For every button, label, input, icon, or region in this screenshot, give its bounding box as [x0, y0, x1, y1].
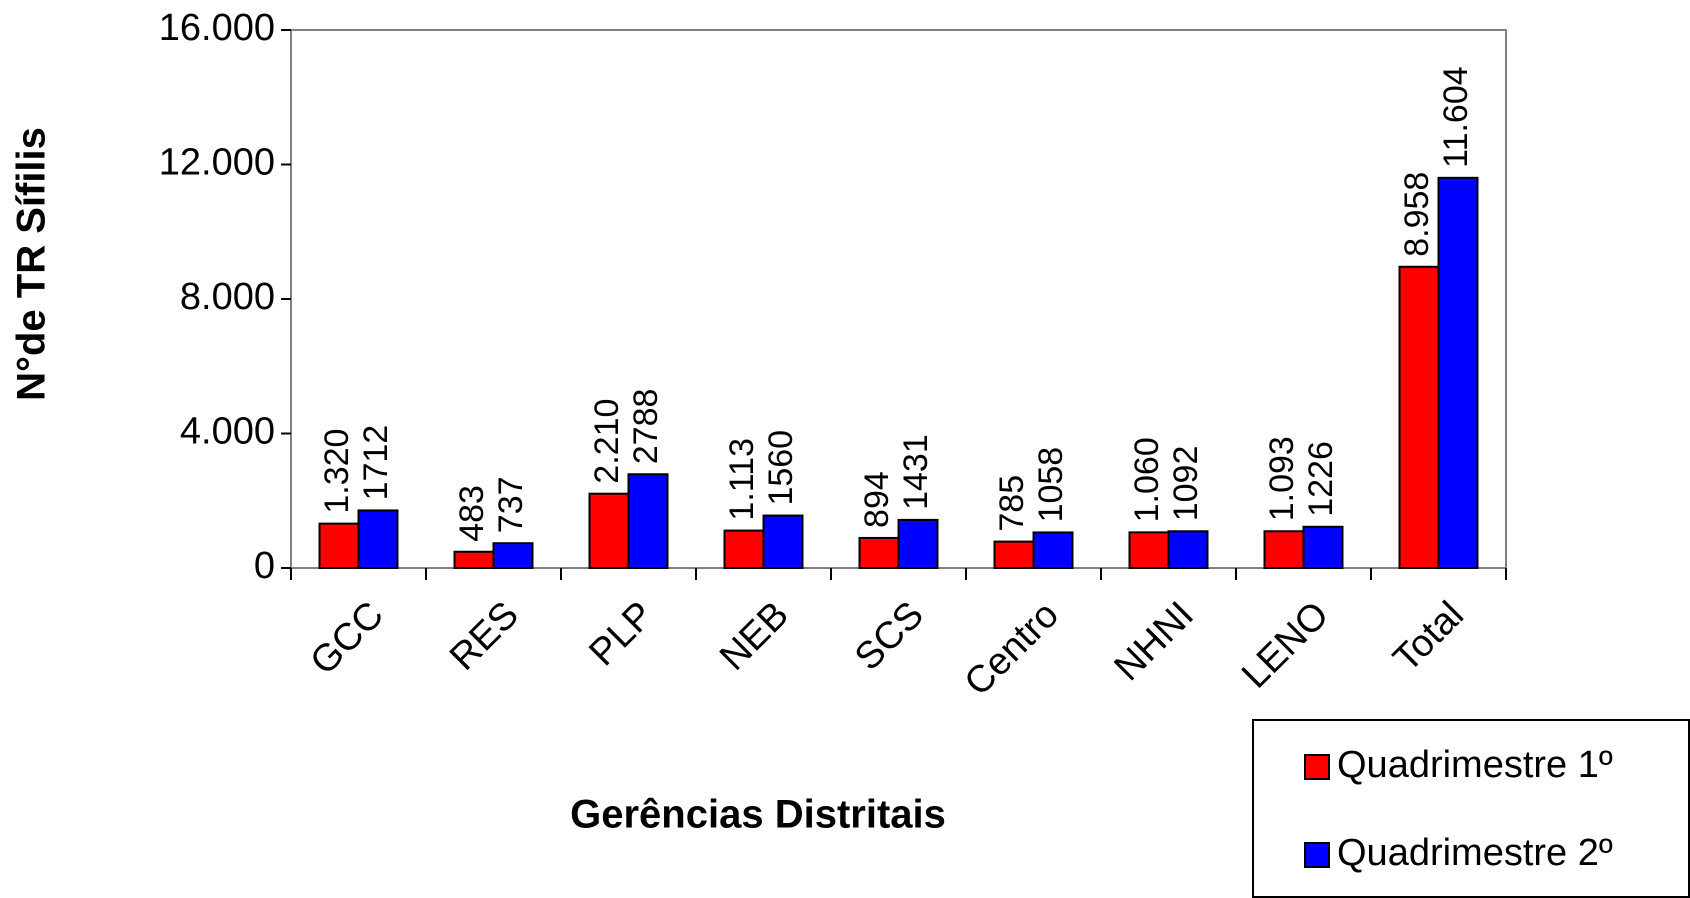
y-tick-label: 12.000 [159, 142, 275, 184]
data-label: 1712 [357, 425, 395, 501]
x-tick-label: LENO [1234, 594, 1337, 697]
data-label: 1.113 [723, 438, 761, 521]
x-tick-label: SCS [847, 594, 932, 679]
x-tick-label: NEB [712, 594, 797, 679]
y-tick-label: 16.000 [159, 7, 275, 49]
data-label: 1226 [1302, 441, 1340, 517]
bar [1302, 525, 1344, 570]
bar [1437, 176, 1479, 570]
bar [1032, 531, 1074, 569]
data-label: 8.958 [1398, 172, 1436, 257]
data-label: 894 [858, 471, 896, 528]
bar [858, 536, 900, 570]
bar [1167, 530, 1209, 569]
x-tick-label: NHNI [1107, 594, 1202, 689]
bar [1398, 265, 1440, 569]
y-tick-label: 8.000 [180, 276, 275, 318]
data-label: 483 [453, 485, 491, 542]
data-label: 1058 [1032, 447, 1070, 523]
x-axis-label: Gerências Distritais [570, 793, 946, 837]
data-label: 737 [492, 476, 530, 533]
bar [492, 542, 534, 570]
data-label: 2788 [627, 389, 665, 465]
y-axis-label: N°de TR Sífilis [10, 127, 54, 401]
bar [762, 514, 804, 569]
data-label: 1.060 [1128, 437, 1166, 522]
x-tick-label: GCC [303, 594, 392, 683]
data-label: 1092 [1167, 446, 1205, 522]
legend-swatch [1304, 754, 1330, 780]
bar [897, 518, 939, 570]
x-tick-label: Total [1385, 594, 1471, 680]
bar [627, 473, 669, 570]
x-tick-label: RES [442, 594, 527, 679]
data-label: 785 [993, 475, 1031, 532]
x-tick-label: Centro [957, 594, 1067, 704]
legend-label: Quadrimestre 2º [1337, 832, 1613, 874]
bar [1128, 531, 1170, 569]
legend-swatch [1304, 842, 1330, 868]
bar [723, 529, 765, 570]
bar [453, 550, 495, 570]
bar [993, 540, 1035, 569]
data-label: 2.210 [588, 399, 626, 484]
bar [357, 509, 399, 569]
y-tick-label: 0 [254, 545, 275, 587]
data-label: 11.604 [1437, 66, 1475, 167]
x-tick-label: PLP [581, 594, 661, 674]
legend-label: Quadrimestre 1º [1337, 744, 1613, 786]
data-label: 1.093 [1263, 436, 1301, 521]
bar [318, 522, 360, 569]
data-label: 1560 [762, 430, 800, 506]
y-tick-label: 4.000 [180, 411, 275, 453]
data-label: 1431 [897, 434, 935, 510]
bar [588, 492, 630, 569]
bar [1263, 530, 1305, 569]
data-label: 1.320 [318, 429, 356, 514]
